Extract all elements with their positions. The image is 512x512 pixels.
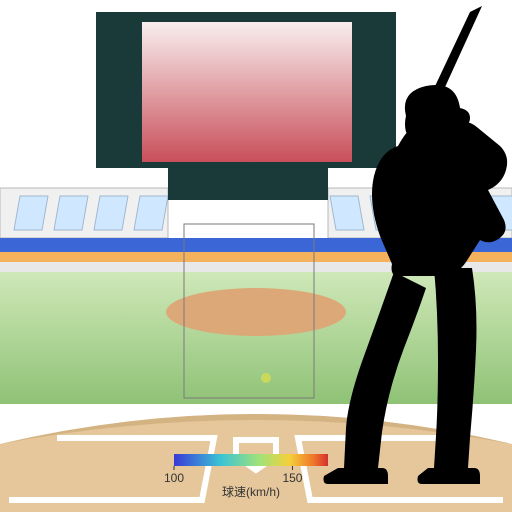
- scoreboard-screen: [142, 22, 352, 162]
- speed-legend-bar: [174, 454, 328, 466]
- legend-label: 球速(km/h): [222, 485, 280, 499]
- pitch-marker: [261, 373, 271, 383]
- legend-tick: 150: [282, 471, 302, 485]
- scene-svg: 100 150球速(km/h): [0, 0, 512, 512]
- pitch-location-diagram: 100 150球速(km/h): [0, 0, 512, 512]
- pitchers-mound: [166, 288, 346, 336]
- stand-window: [94, 196, 128, 230]
- stand-window: [134, 196, 168, 230]
- legend-tick: 100: [164, 471, 184, 485]
- stand-window: [330, 196, 364, 230]
- stand-window: [14, 196, 48, 230]
- stand-window: [54, 196, 88, 230]
- scoreboard-neck: [168, 168, 328, 200]
